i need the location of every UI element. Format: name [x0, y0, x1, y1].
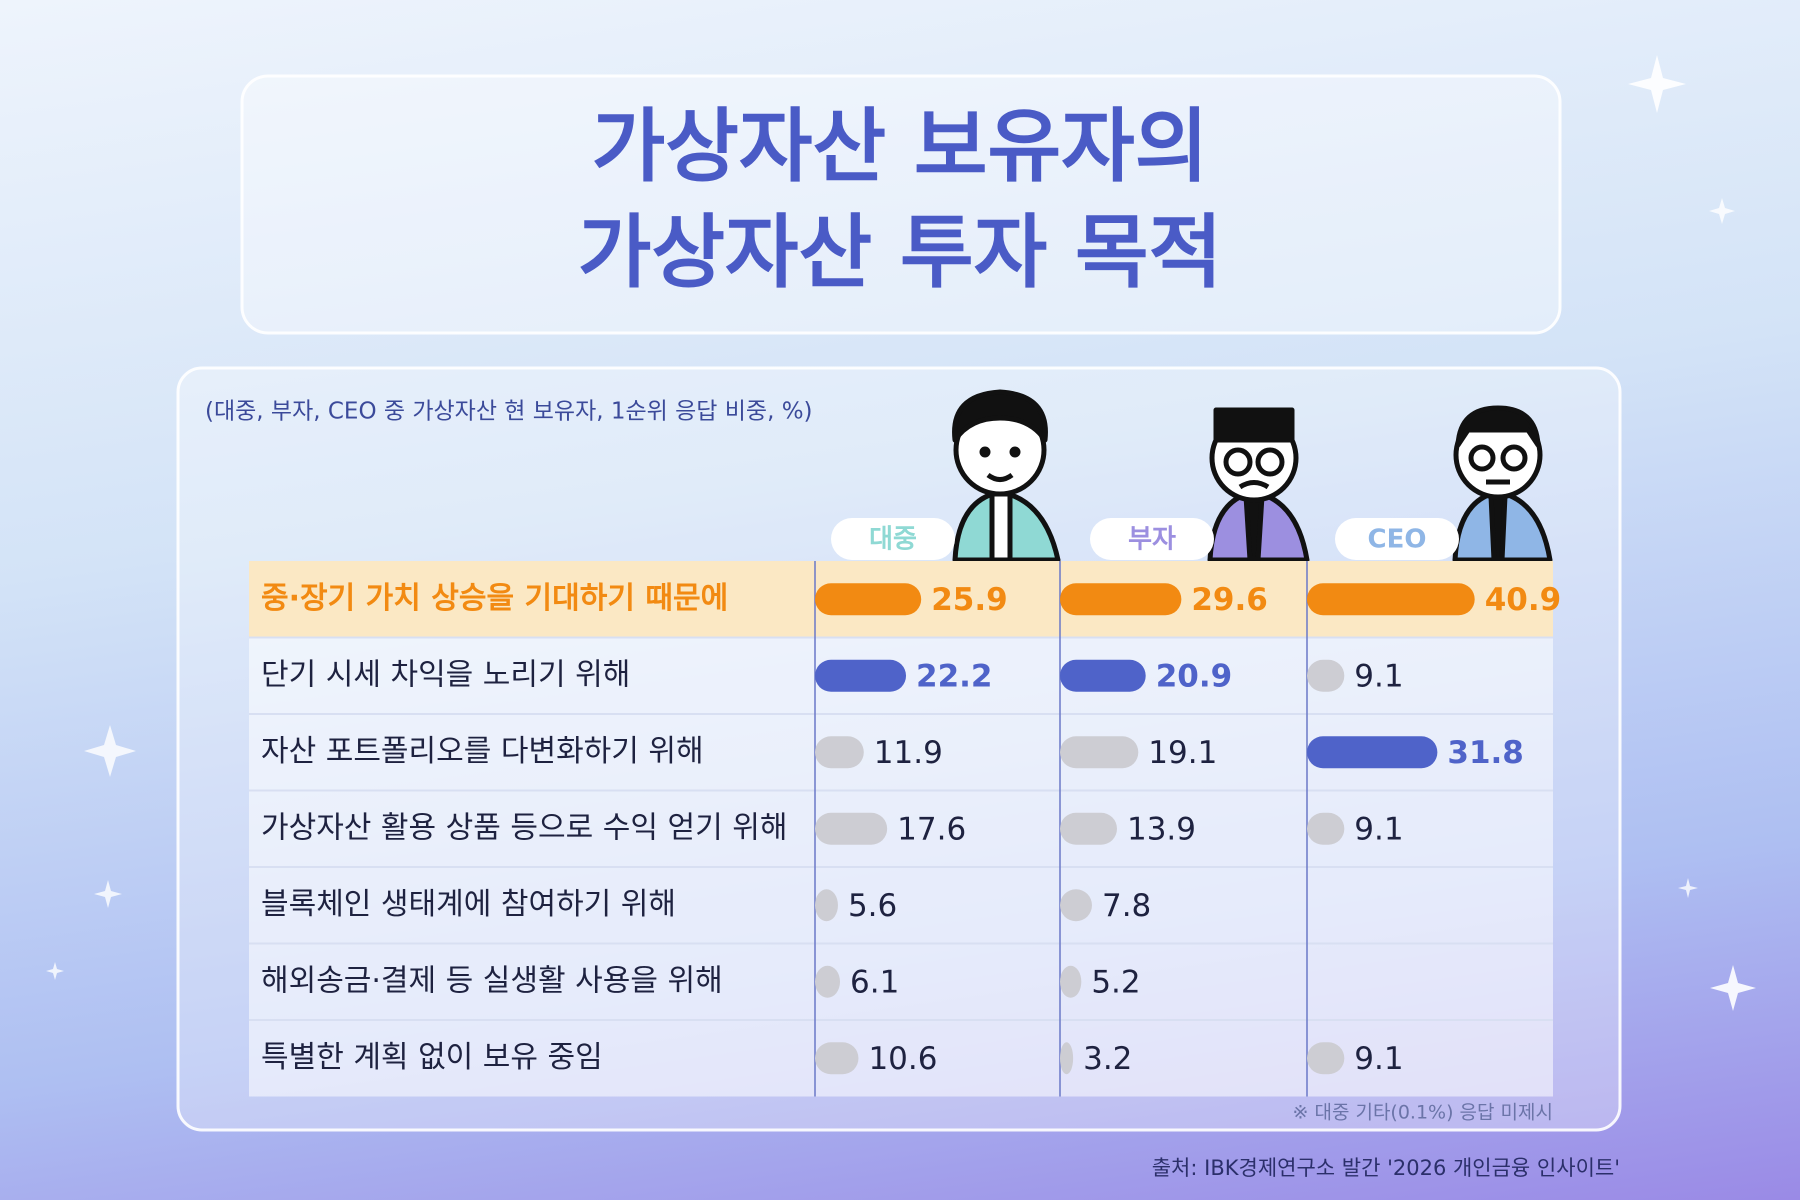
bar: [1060, 659, 1146, 692]
value-label: 6.1: [850, 964, 899, 1000]
bar: [1307, 1042, 1345, 1075]
value-label: 40.9: [1485, 582, 1562, 618]
bar: [815, 659, 907, 692]
bar: [1060, 736, 1139, 769]
bar: [1060, 583, 1182, 616]
value-label: 3.2: [1083, 1041, 1132, 1077]
footnote: ※ 대중 기타(0.1%) 응답 미제시: [1293, 1102, 1554, 1124]
value-label: 5.6: [848, 888, 897, 924]
bar: [1060, 965, 1082, 998]
title-box: [240, 74, 1562, 335]
subtitle: (대중, 부자, CEO 중 가상자산 현 보유자, 1순위 응답 비중, %): [205, 399, 813, 425]
legend-label: 부자: [1128, 525, 1176, 555]
value-label: 9.1: [1354, 658, 1403, 694]
category-label: 특별한 계획 없이 보유 중임: [261, 1040, 603, 1075]
value-label: 31.8: [1447, 735, 1524, 771]
bar: [815, 736, 864, 769]
value-label: 9.1: [1354, 811, 1403, 847]
value-label: 5.2: [1091, 964, 1140, 1000]
value-label: 20.9: [1156, 658, 1233, 694]
value-label: 10.6: [868, 1041, 937, 1077]
legend-label: CEO: [1368, 525, 1427, 555]
legend-label: 대중: [869, 525, 917, 555]
characters: [952, 389, 1553, 563]
category-label: 블록체인 생태계에 참여하기 위해: [261, 887, 676, 922]
title-line: 가상자산 보유자의: [592, 100, 1209, 193]
bar: [1307, 812, 1345, 845]
bar: [815, 1042, 859, 1075]
bar: [815, 965, 841, 998]
value-label: 29.6: [1191, 582, 1268, 618]
source: 출처: IBK경제연구소 발간 '2026 개인금융 인사이트': [1151, 1156, 1620, 1180]
value-label: 11.9: [874, 735, 943, 771]
column-pill: [1335, 518, 1459, 560]
bar: [815, 583, 922, 616]
sparkles: [46, 55, 1756, 1011]
value-label: 13.9: [1127, 811, 1196, 847]
bar: [1060, 812, 1117, 845]
category-label: 자산 포트폴리오를 다변화하기 위해: [261, 734, 704, 769]
bar: [1060, 1042, 1074, 1075]
bar: [815, 812, 888, 845]
bar: [1060, 889, 1092, 922]
value-label: 19.1: [1148, 735, 1217, 771]
value-label: 17.6: [897, 811, 966, 847]
bar: [815, 889, 838, 922]
value-label: 22.2: [916, 658, 993, 694]
value-label: 9.1: [1354, 1041, 1403, 1077]
value-label: 25.9: [931, 582, 1008, 618]
category-label: 가상자산 활용 상품 등으로 수익 얻기 위해: [261, 810, 787, 845]
category-label: 해외송금·결제 등 실생활 사용을 위해: [261, 963, 723, 998]
category-label: 단기 시세 차익을 노리기 위해: [261, 657, 630, 692]
bar: [1307, 659, 1345, 692]
value-label: 7.8: [1102, 888, 1151, 924]
row-background: [249, 943, 1553, 1020]
column-pill: [831, 518, 955, 560]
category-label: 중·장기 가치 상승을 기대하기 때문에: [261, 581, 728, 616]
bar: [1307, 736, 1438, 769]
column-pill: [1090, 518, 1214, 560]
bar: [1307, 583, 1475, 616]
row-background: [249, 867, 1553, 944]
title-line: 가상자산 투자 목적: [578, 206, 1223, 299]
